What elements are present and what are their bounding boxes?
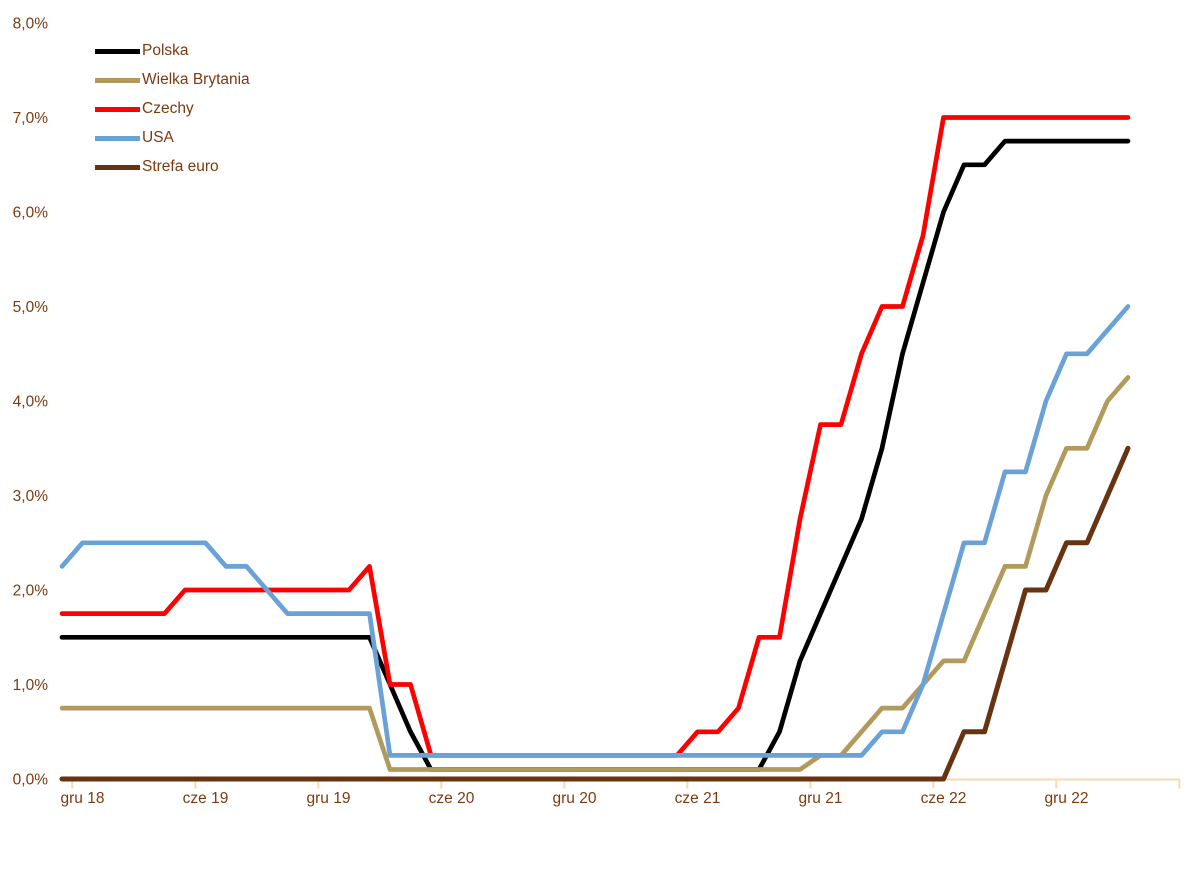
y-axis-label: 0,0% bbox=[13, 772, 49, 789]
legend-item-polska: Polska bbox=[95, 42, 250, 60]
legend-item-usa: USA bbox=[95, 129, 250, 147]
y-axis-label: 8,0% bbox=[13, 16, 49, 33]
legend-label: Polska bbox=[142, 42, 189, 59]
y-axis-label: 6,0% bbox=[13, 205, 49, 222]
legend-item-strefa-euro: Strefa euro bbox=[95, 158, 250, 176]
series-line-czechy bbox=[59, 115, 1131, 758]
x-axis-label: cze 19 bbox=[183, 790, 229, 807]
y-axis-label: 7,0% bbox=[13, 110, 49, 127]
y-axis-label: 3,0% bbox=[13, 488, 49, 505]
y-axis-label: 2,0% bbox=[13, 583, 49, 600]
legend: Polska Wielka Brytania Czechy USA Strefa eur… bbox=[95, 42, 250, 187]
legend-swatch bbox=[95, 48, 140, 54]
y-axis-label: 4,0% bbox=[13, 394, 49, 411]
legend-label: USA bbox=[142, 129, 174, 146]
legend-item-czechy: Czechy bbox=[95, 100, 250, 118]
x-axis-label: cze 21 bbox=[675, 790, 721, 807]
legend-item-wielka-brytania: Wielka Brytania bbox=[95, 71, 250, 89]
legend-label: Czechy bbox=[142, 100, 194, 117]
x-axis-label: gru 20 bbox=[553, 790, 597, 807]
x-axis-label: cze 20 bbox=[429, 790, 475, 807]
x-axis-label: gru 18 bbox=[61, 790, 105, 807]
x-axis-label: gru 21 bbox=[799, 790, 843, 807]
x-axis-label: gru 19 bbox=[307, 790, 351, 807]
series-line-strefa-euro bbox=[59, 445, 1131, 782]
legend-swatch bbox=[95, 77, 140, 83]
series-line-usa bbox=[59, 304, 1131, 758]
y-axis-label: 1,0% bbox=[13, 677, 49, 694]
y-axis-label: 5,0% bbox=[13, 299, 49, 316]
legend-swatch bbox=[95, 106, 140, 112]
legend-swatch bbox=[95, 164, 140, 170]
legend-swatch bbox=[95, 135, 140, 141]
legend-label: Strefa euro bbox=[142, 158, 219, 175]
legend-label: Wielka Brytania bbox=[142, 71, 250, 88]
series-line-polska bbox=[59, 138, 1131, 772]
x-axis-label: cze 22 bbox=[921, 790, 967, 807]
x-axis-label: gru 22 bbox=[1045, 790, 1089, 807]
series-line-wielka-brytania bbox=[59, 375, 1131, 772]
